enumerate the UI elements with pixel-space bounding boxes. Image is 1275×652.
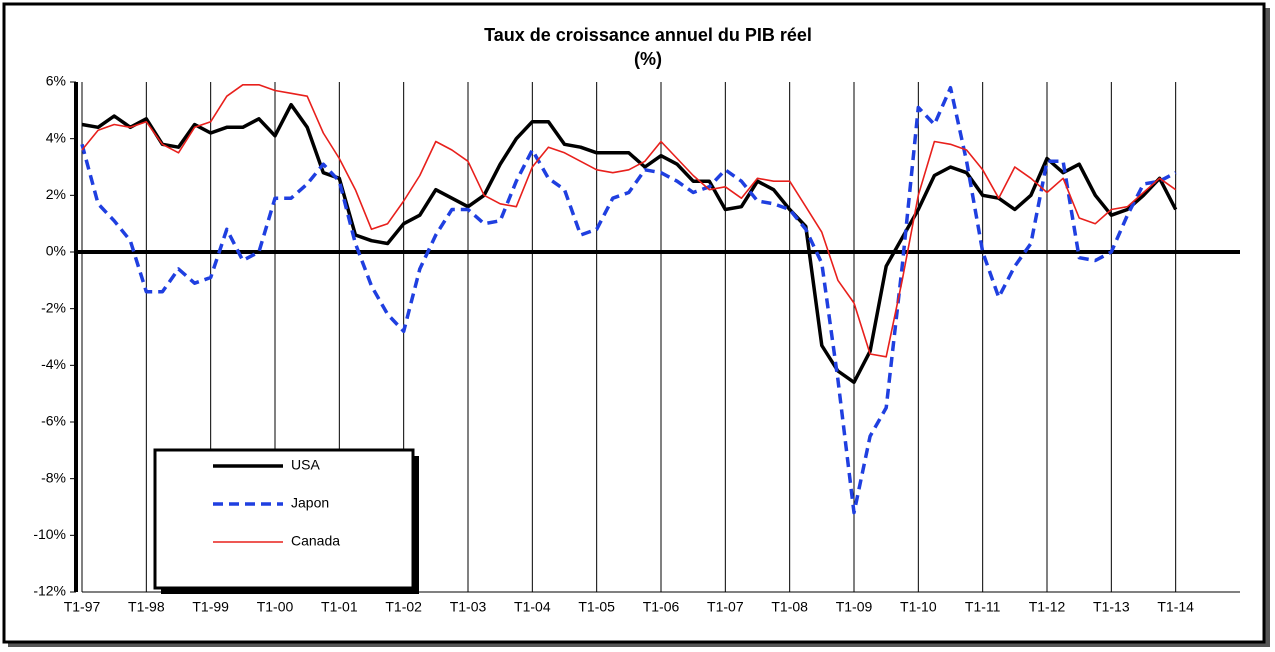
y-tick-label: 2% (46, 186, 66, 202)
x-tick-label: T1-97 (64, 599, 101, 615)
x-tick-label: T1-14 (1157, 599, 1194, 615)
x-tick-label: T1-07 (707, 599, 744, 615)
x-tick-label: T1-00 (257, 599, 294, 615)
y-tick-label: -4% (41, 356, 66, 372)
series-line (81, 84, 1177, 358)
x-tick-label: T1-08 (771, 599, 808, 615)
y-tick-label: -12% (33, 583, 66, 599)
x-tick-label: T1-06 (643, 599, 680, 615)
y-tick-label: 6% (46, 73, 66, 89)
x-tick-label: T1-11 (965, 599, 1001, 615)
x-tick-label: T1-03 (450, 599, 487, 615)
y-tick-label: -6% (41, 413, 66, 429)
chart-subtitle: (%) (634, 49, 662, 69)
x-tick-label: T1-01 (321, 599, 358, 615)
chart-title: Taux de croissance annuel du PIB réel (484, 25, 812, 45)
y-tick-label: 4% (46, 129, 66, 145)
x-tick-label: T1-10 (900, 599, 937, 615)
legend-label: Canada (291, 533, 340, 549)
x-tick-label: T1-99 (192, 599, 229, 615)
y-tick-label: -2% (41, 299, 66, 315)
series-line (81, 102, 1178, 385)
x-tick-label: T1-09 (836, 599, 873, 615)
x-tick-label: T1-02 (385, 599, 422, 615)
y-tick-label: -8% (41, 469, 66, 485)
legend-label: USA (291, 457, 320, 473)
legend (153, 448, 415, 590)
x-tick-label: T1-12 (1029, 599, 1066, 615)
y-tick-label: -10% (33, 526, 66, 542)
x-tick-label: T1-05 (578, 599, 615, 615)
x-tick-label: T1-98 (128, 599, 165, 615)
x-tick-label: T1-13 (1093, 599, 1130, 615)
x-tick-label: T1-04 (514, 599, 551, 615)
series-line (80, 85, 1177, 515)
y-tick-label: 0% (46, 243, 66, 259)
legend-label: Japon (291, 495, 329, 511)
